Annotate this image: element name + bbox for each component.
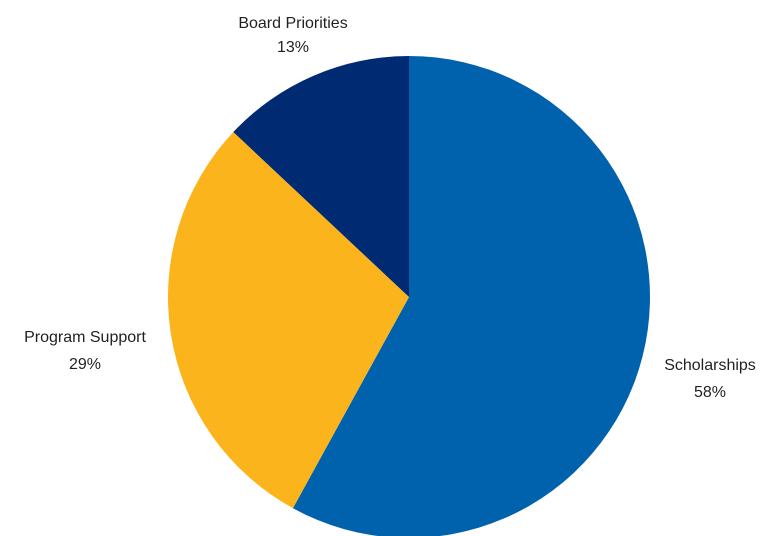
pie-slices — [167, 56, 650, 536]
pie-slice-program-support — [167, 132, 409, 509]
pie-slice-scholarships — [292, 56, 650, 536]
pie-labels: Scholarships 58% Program Support 29% Boa… — [24, 15, 756, 401]
scholarships-percent-label: 58% — [694, 384, 726, 401]
program-support-name-label: Program Support — [24, 329, 146, 346]
pie-slice-board-priorities — [233, 56, 409, 297]
program-support-percent-label: 29% — [69, 356, 101, 373]
board-priorities-name-label: Board Priorities — [238, 15, 347, 32]
scholarships-name-label: Scholarships — [664, 357, 756, 374]
board-priorities-percent-label: 13% — [277, 39, 309, 56]
